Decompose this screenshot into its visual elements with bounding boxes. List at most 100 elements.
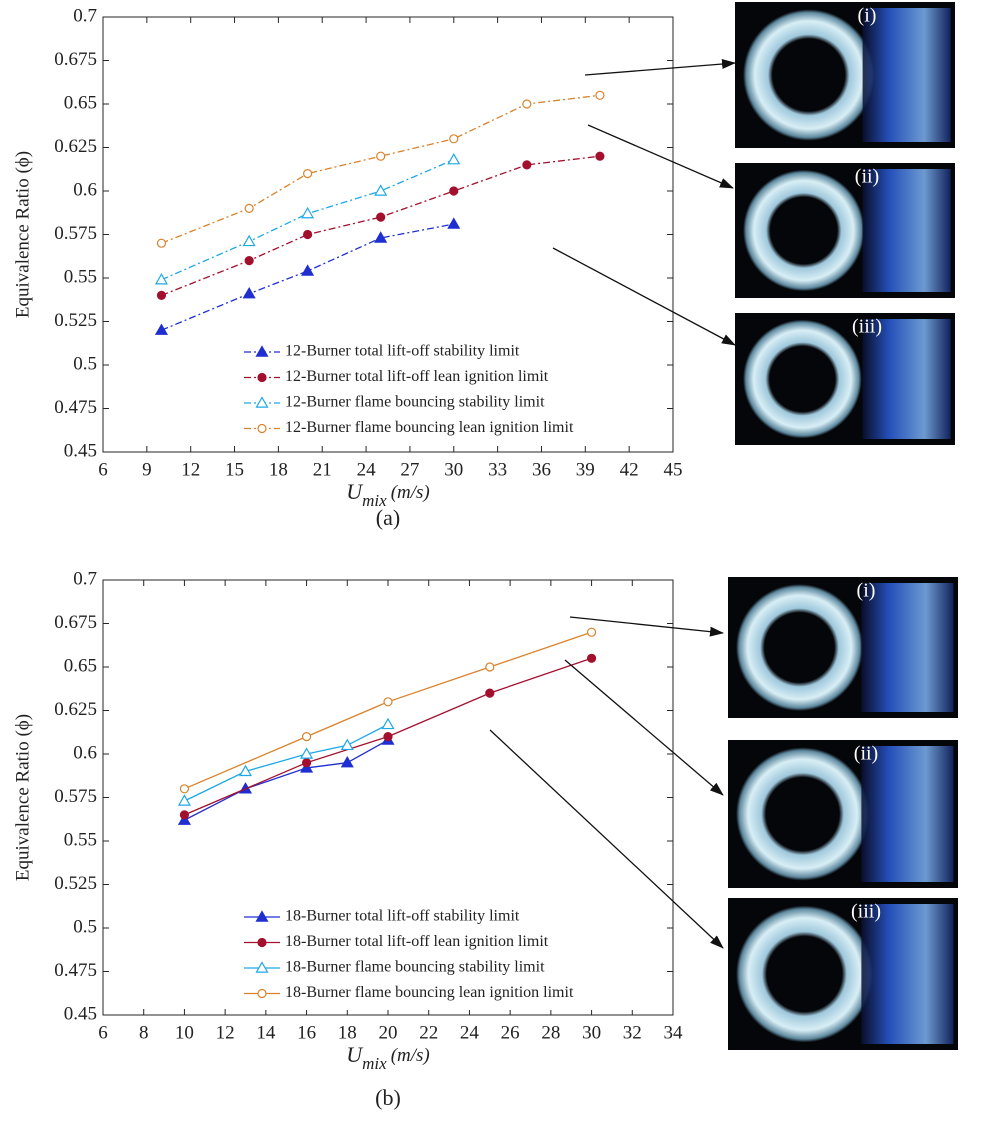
arrow (587, 124, 734, 189)
marker (242, 286, 256, 299)
x-tick-label: 6 (98, 1022, 108, 1043)
x-tick-label: 28 (541, 1022, 560, 1043)
y-tick-label: 0.575 (54, 786, 97, 807)
marker (522, 99, 532, 109)
x-tick-label: 8 (139, 1022, 149, 1043)
y-tick-label: 0.5 (73, 916, 97, 937)
marker (340, 755, 354, 768)
x-tick-label: 18 (338, 1022, 357, 1043)
marker (179, 810, 190, 820)
photo-ring (736, 905, 873, 1043)
marker (449, 186, 459, 196)
x-tick-label: 24 (460, 1022, 480, 1043)
marker (244, 256, 254, 266)
marker (177, 794, 191, 806)
photo-side (861, 904, 954, 1044)
arrow (552, 247, 736, 346)
x-tick-label: 6 (98, 459, 108, 480)
legend-box (240, 902, 665, 1010)
marker (374, 184, 388, 196)
arrow (569, 616, 724, 637)
marker (485, 662, 495, 672)
x-axis-symbol: U (346, 1042, 364, 1067)
legend-label: 12-Burner flame bouncing lean ignition l… (285, 419, 574, 436)
marker (179, 784, 190, 794)
y-tick-label: 0.45 (64, 440, 97, 461)
marker (301, 206, 315, 219)
x-tick-label: 10 (175, 1022, 194, 1043)
y-tick-label: 0.475 (54, 960, 97, 981)
photo-label: (i) (858, 5, 877, 27)
y-axis-label: Equivalence Ratio (ϕ) (12, 151, 33, 318)
x-tick-label: 14 (256, 1022, 276, 1043)
y-tick-label: 0.625 (54, 699, 97, 720)
marker (376, 151, 386, 161)
marker (303, 169, 313, 179)
photo-side (862, 319, 951, 439)
x-tick-label: 32 (623, 1022, 642, 1043)
marker (447, 217, 461, 229)
y-tick-label: 0.55 (64, 266, 97, 287)
legend-marker (257, 937, 267, 948)
legend-marker (257, 372, 267, 383)
caption: (b) (375, 1085, 401, 1110)
x-tick-label: 34 (664, 1022, 684, 1043)
y-axis-label: Equivalence Ratio (ϕ) (12, 714, 33, 881)
marker (383, 697, 393, 707)
marker (595, 90, 605, 100)
photo-side (861, 746, 954, 882)
y-tick-label: 0.475 (54, 397, 97, 418)
marker (340, 738, 354, 751)
y-tick-label: 0.625 (54, 136, 97, 157)
x-tick-label: 22 (419, 1022, 438, 1043)
x-tick-label: 20 (379, 1022, 398, 1043)
legend-label: 12-Burner total lift-off lean ignition l… (285, 368, 549, 385)
photo-side (862, 169, 951, 292)
x-tick-label: 24 (357, 459, 377, 480)
arrow (584, 59, 736, 76)
y-tick-label: 0.525 (54, 873, 97, 894)
x-axis-subscript: mix (362, 1054, 387, 1073)
marker (447, 152, 461, 165)
photo-label: (ii) (855, 166, 879, 188)
x-axis-label: Umix (m/s) (346, 479, 430, 510)
legend-label: 18-Burner flame bouncing stability limit (285, 959, 545, 976)
y-tick-label: 0.65 (64, 655, 97, 676)
legend-marker (257, 423, 267, 434)
x-tick-label: 12 (216, 1022, 235, 1043)
marker (156, 238, 167, 248)
x-axis-unit: (m/s) (391, 1045, 430, 1066)
legend-marker (255, 396, 269, 408)
photo-label: (i) (857, 580, 876, 602)
y-tick-label: 0.7 (73, 568, 97, 589)
marker (376, 212, 386, 222)
legend-label: 18-Burner flame bouncing lean ignition l… (285, 984, 574, 1001)
marker (244, 203, 254, 213)
x-axis-unit: (m/s) (391, 482, 430, 503)
x-tick-label: 36 (532, 459, 551, 480)
x-tick-label: 16 (297, 1022, 316, 1043)
marker (586, 627, 597, 637)
x-tick-label: 30 (582, 1022, 601, 1043)
photo-side (861, 583, 954, 712)
legend-label: 12-Burner total lift-off stability limit (285, 343, 520, 360)
series-line (161, 223, 454, 331)
marker (154, 273, 168, 285)
photo-ring (743, 9, 875, 141)
marker (242, 234, 256, 247)
photo-label: (iii) (852, 316, 882, 338)
marker (300, 747, 314, 759)
marker (301, 758, 312, 768)
chart: 0.45 0.475 0.5 0.525 0.55 0.575 0.6 0.625 0.65 0.… (12, 568, 958, 1110)
y-tick-label: 0.675 (54, 49, 97, 70)
legend-label: 18-Burner total lift-off lean ignition l… (285, 933, 549, 950)
marker (154, 323, 168, 335)
y-tick-label: 0.675 (54, 612, 97, 633)
y-tick-label: 0.5 (73, 353, 97, 374)
x-tick-label: 42 (620, 459, 639, 480)
legend-marker (255, 961, 269, 973)
arrow (489, 729, 724, 949)
x-tick-label: 27 (400, 459, 419, 480)
x-tick-label: 12 (181, 459, 200, 480)
